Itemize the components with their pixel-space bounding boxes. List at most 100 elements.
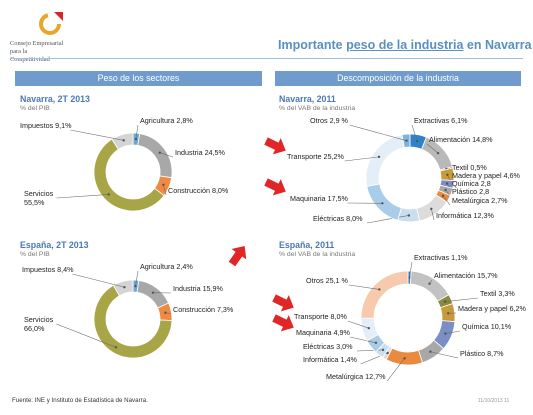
chart0-servicios-leader xyxy=(56,194,109,199)
chart2-industria-slice xyxy=(136,279,170,309)
org-logo xyxy=(39,12,63,35)
chart3-otros-label: Otros 25,1 % xyxy=(306,276,349,285)
highlight-arrow-icon xyxy=(264,137,286,155)
chart3-plastico-leader-dot xyxy=(429,350,432,353)
chart1-maquinaria-slice xyxy=(366,183,402,221)
chart3-alimentacion-leader-dot xyxy=(428,282,431,285)
chart3-alimentacion-label: Alimentación 15,7% xyxy=(434,271,498,280)
chart1-transporte-leader xyxy=(344,156,380,162)
chart3-extractivas-label: Extractivas 1,1% xyxy=(414,253,468,262)
page-title: Importante peso de la industria en Navar… xyxy=(278,38,532,52)
chart2-construccion-label: Construcción 7,3% xyxy=(173,305,234,314)
chart2-industria-leader-dot xyxy=(151,291,155,294)
source-note: Fuente: INE y Instituto de Estadística d… xyxy=(12,397,148,404)
chart1-quimica-leader-dot xyxy=(445,182,449,185)
chart1-electricas-label: Eléctricas 8,0% xyxy=(313,214,363,223)
chart3-otros-leader xyxy=(349,284,380,290)
chart1-transporte-slice xyxy=(365,134,405,187)
chart2-industria-label: Industria 15,9% xyxy=(173,284,224,293)
chart0-agricultura-leader xyxy=(135,124,139,140)
chart-title-espana-industria: España, 2011 xyxy=(279,240,335,250)
highlight-arrow-icon xyxy=(228,245,247,267)
chart1-alimentacion-leader-dot xyxy=(436,151,440,155)
chart3-textil-leader-dot xyxy=(443,300,447,303)
chart3-transporte-leader-dot xyxy=(367,326,370,330)
chart-title-navarra-pib: Navarra, 2T 2013 xyxy=(20,94,90,104)
chart0-servicios-label: Servicios 55,5% xyxy=(24,189,54,207)
title-divider xyxy=(10,58,523,59)
chart3-metalurgica-leader-dot xyxy=(403,357,406,360)
chart-subtitle-navarra-pib: % del PIB xyxy=(20,105,50,112)
chart2-agricultura-label: Agricultura 2,4% xyxy=(140,262,193,271)
chart1-madera-papel-label: Madera y papel 4,6% xyxy=(452,171,521,180)
chart1-otros-leader xyxy=(349,124,407,141)
chart0-industria-leader xyxy=(159,152,174,158)
band-left: Peso de los sectores xyxy=(15,71,262,86)
chart1-plastico-leader-dot xyxy=(444,188,447,192)
chart2-impuestos-leader-dot xyxy=(123,285,126,289)
chart3-transporte-leader xyxy=(347,320,369,329)
chart1-plastico-label: Plástico 2,8 xyxy=(452,187,489,196)
chart3-textil-label: Textil 3,3% xyxy=(480,289,515,298)
chart1-transporte-label: Transporte 25,2% xyxy=(287,152,344,161)
chart2-agricultura-leader xyxy=(135,270,139,287)
chart3-electricas-leader xyxy=(356,349,384,352)
chart1-electricas-leader xyxy=(366,215,409,224)
chart1-alimentacion-label: Alimentación 14,8% xyxy=(429,135,493,144)
chart0-agricultura-label: Agricultura 2,8% xyxy=(140,116,193,125)
chart3-quimica-leader-dot xyxy=(444,332,447,335)
chart1-informatica-leader-dot xyxy=(430,207,433,211)
chart2-impuestos-slice xyxy=(112,279,134,297)
org-name-line-2: para la xyxy=(10,48,28,55)
highlight-arrow-icon xyxy=(272,314,294,332)
chart0-servicios-slice xyxy=(93,138,165,212)
chart0-industria-leader-dot xyxy=(158,151,161,154)
chart2-servicios-leader-dot xyxy=(114,346,118,349)
chart3-informatica-label: Informática 1,4% xyxy=(303,355,358,364)
chart0-construccion-label: Construcción 8,0% xyxy=(168,186,229,195)
chart1-quimica-label: Química 2,8 xyxy=(452,179,491,188)
chart1-alimentacion-leader xyxy=(426,143,439,154)
chart3-maquinaria-label: Maquinaria 4,9% xyxy=(296,328,351,337)
chart0-construccion-leader-dot xyxy=(162,183,165,186)
chart3-madera-papel-label: Madera y papel 6,2% xyxy=(458,304,527,313)
chart1-extractivas-leader xyxy=(411,124,418,142)
chart3-transporte-label: Transporte 8,0% xyxy=(294,312,347,321)
chart2-impuestos-leader xyxy=(72,273,125,288)
chart3-electricas-leader-dot xyxy=(381,348,385,352)
chart2-servicios-leader xyxy=(56,323,117,348)
chart3-maquinaria-leader-dot xyxy=(374,341,378,344)
chart1-textil-label: Textil 0,5% xyxy=(452,163,487,172)
chart3-otros-slice xyxy=(360,270,409,319)
chart1-electricas-leader-dot xyxy=(407,214,411,217)
chart3-informatica-leader-dot xyxy=(386,351,389,355)
chart3-metalurgica-leader xyxy=(386,358,405,382)
chart3-quimica-leader xyxy=(445,330,461,334)
chart1-informatica-label: Informática 12,3% xyxy=(436,211,495,220)
chart3-extractivas-leader-dot xyxy=(408,276,411,279)
chart0-impuestos-leader xyxy=(70,129,124,141)
chart1-otros-label: Otros 2,9 % xyxy=(310,116,349,125)
chart0-industria-slice xyxy=(137,133,173,179)
org-name-line-1: Consejo Empresarial xyxy=(10,40,64,47)
chart0-servicios-leader-dot xyxy=(107,193,110,196)
chart-title-navarra-industria: Navarra, 2011 xyxy=(279,94,336,104)
chart3-madera-papel-leader-dot xyxy=(447,312,450,315)
band-right: Descomposición de la industria xyxy=(275,71,521,86)
chart2-servicios-slice xyxy=(93,284,173,359)
chart1-maquinaria-label: Maquinaria 17,5% xyxy=(290,194,349,203)
chart3-electricas-label: Eléctricas 3,0% xyxy=(303,342,353,351)
chart3-maquinaria-leader xyxy=(349,336,377,344)
chart0-impuestos-slice xyxy=(111,132,134,150)
chart1-metalurgica-leader xyxy=(442,195,451,206)
highlight-arrow-icon xyxy=(272,294,294,312)
chart3-plastico-leader xyxy=(430,351,459,359)
chart-subtitle-espana-industria: % del VAB de la industria xyxy=(279,251,356,258)
chart1-informatica-leader xyxy=(431,208,435,221)
chart3-textil-leader xyxy=(445,297,479,303)
chart0-impuestos-label: Impuestos 9,1% xyxy=(20,121,72,130)
chart0-impuestos-leader-dot xyxy=(122,139,125,142)
chart0-agricultura-leader-dot xyxy=(134,137,138,141)
chart3-metalurgica-slice xyxy=(385,347,423,366)
